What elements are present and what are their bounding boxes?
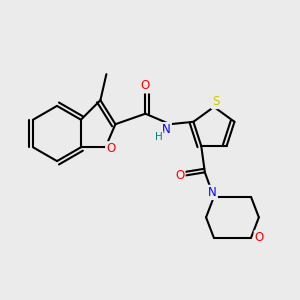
Text: O: O bbox=[175, 169, 184, 182]
Text: S: S bbox=[212, 95, 219, 108]
Text: N: N bbox=[162, 123, 171, 136]
Text: O: O bbox=[255, 231, 264, 244]
Text: O: O bbox=[106, 142, 116, 155]
Text: N: N bbox=[208, 186, 217, 199]
Text: O: O bbox=[141, 79, 150, 92]
Text: H: H bbox=[155, 132, 163, 142]
